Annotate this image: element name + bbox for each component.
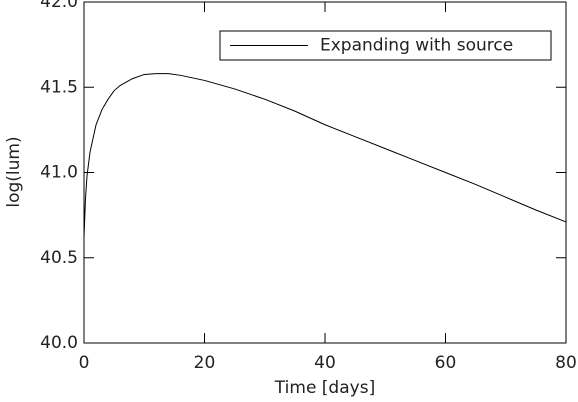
x-tick-label: 80 <box>555 353 577 373</box>
y-tick-label: 40.0 <box>40 333 78 353</box>
x-axis-label: Time [days] <box>274 378 375 398</box>
y-tick-label: 40.5 <box>40 248 78 268</box>
x-tick-label: 40 <box>314 353 336 373</box>
legend-label: Expanding with source <box>320 36 513 56</box>
x-tick-label: 0 <box>79 353 90 373</box>
line <box>83 73 567 238</box>
y-tick-label: 42.0 <box>40 0 78 12</box>
x-tick-label: 60 <box>435 353 457 373</box>
y-tick-label: 41.0 <box>40 163 78 183</box>
x-tick-label: 20 <box>194 353 216 373</box>
y-tick-label: 41.5 <box>40 77 78 97</box>
y-axis-label: log(lum) <box>4 136 24 207</box>
